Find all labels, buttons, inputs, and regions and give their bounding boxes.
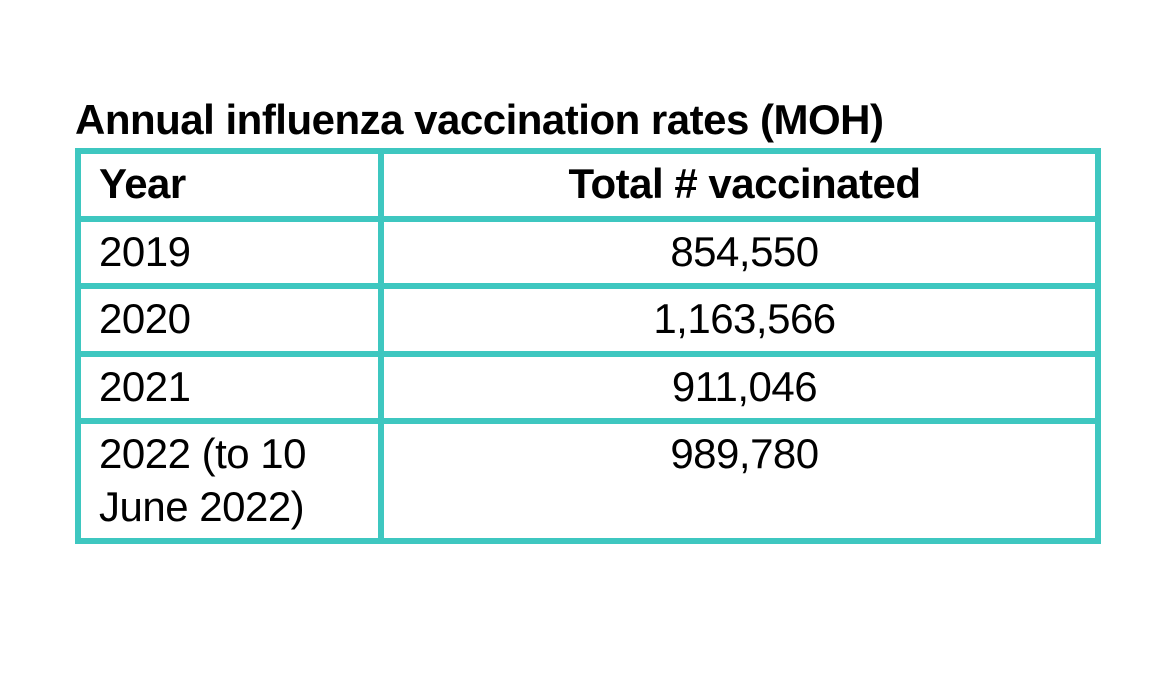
header-row: Year Total # vaccinated bbox=[75, 148, 1101, 222]
year-cell: 2022 (to 10 June 2022) bbox=[75, 418, 384, 545]
document-body: Annual influenza vaccination rates (MOH)… bbox=[75, 96, 1101, 545]
table-title: Annual influenza vaccination rates (MOH) bbox=[75, 96, 884, 143]
column-header-year: Year bbox=[75, 148, 384, 222]
total-vaccinated-cell: 989,780 bbox=[378, 418, 1101, 545]
column-header-total: Total # vaccinated bbox=[378, 148, 1101, 222]
total-vaccinated-cell: 1,163,566 bbox=[378, 283, 1101, 357]
year-cell: 2021 bbox=[75, 350, 384, 425]
table-row: 2019 854,550 bbox=[75, 215, 1101, 290]
total-vaccinated-cell: 854,550 bbox=[378, 215, 1101, 290]
year-cell: 2020 bbox=[75, 283, 384, 357]
table-row: 2021 911,046 bbox=[75, 350, 1101, 425]
table-row: 2022 (to 10 June 2022) 989,780 bbox=[75, 418, 1101, 545]
table-header: Year Total # vaccinated bbox=[75, 148, 1101, 222]
year-cell: 2019 bbox=[75, 215, 384, 290]
vaccination-table: Year Total # vaccinated 2019 854,550 202… bbox=[75, 148, 1101, 545]
table-body: 2019 854,550 2020 1,163,566 2021 911,046… bbox=[75, 215, 1101, 545]
table-row: 2020 1,163,566 bbox=[75, 283, 1101, 357]
total-vaccinated-cell: 911,046 bbox=[378, 350, 1101, 425]
